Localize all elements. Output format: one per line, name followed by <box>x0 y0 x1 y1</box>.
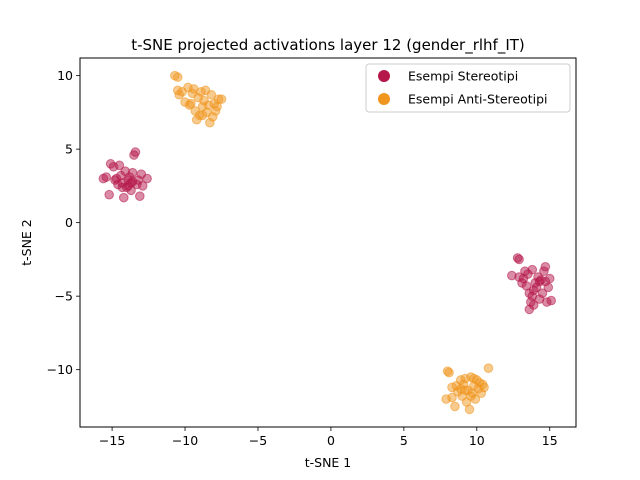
scatter-point-series-1-44 <box>464 404 475 415</box>
scatter-point-series-0-24 <box>98 173 109 184</box>
x-tick-label: 0 <box>327 433 335 448</box>
scatter-point-series-0-49 <box>537 288 548 299</box>
scatter-point-series-1-34 <box>447 392 457 403</box>
scatter-point-series-1-1 <box>172 72 183 82</box>
scatter-point-series-0-28 <box>117 182 128 193</box>
x-tick-label: 5 <box>400 433 408 448</box>
legend: Esempi Stereotipi Esempi Anti-Stereotipi <box>365 63 571 113</box>
x-tick-label: 15 <box>542 433 558 448</box>
legend-marker-anti-stereotipi <box>378 93 390 105</box>
scatter-point-series-1-28 <box>186 98 196 109</box>
scatter-point-series-1-57 <box>469 373 479 384</box>
scatter-point-series-0-32 <box>514 254 524 265</box>
scatter-point-series-1-55 <box>483 363 494 374</box>
x-tick-label: −15 <box>99 433 125 448</box>
y-tick-label: −10 <box>47 362 73 377</box>
scatter-point-series-1-54 <box>479 382 489 393</box>
scatter-point-series-0-58 <box>518 273 529 284</box>
scatter-point-series-0-9 <box>118 192 129 203</box>
scatter-point-series-0-42 <box>527 264 538 275</box>
x-tick-label: −5 <box>249 433 267 448</box>
scatter-point-series-0-6 <box>114 160 125 171</box>
scatter-point-series-0-29 <box>126 178 136 188</box>
y-axis-label: t-SNE 2 <box>19 219 34 266</box>
y-tick-label: 0 <box>65 215 73 230</box>
scatter-point-series-0-53 <box>543 282 554 293</box>
legend-box <box>365 63 571 113</box>
scatter-point-series-0-17 <box>130 147 141 157</box>
plot-frame <box>79 57 577 428</box>
x-tick-label: −10 <box>172 433 198 448</box>
scatter-point-series-0-59 <box>534 276 545 287</box>
scatter-point-series-0-27 <box>127 167 138 178</box>
scatter-point-series-1-27 <box>216 94 227 104</box>
x-axis-label: t-SNE 1 <box>305 455 352 470</box>
scatter-point-series-0-23 <box>142 173 152 184</box>
x-tick-label: 10 <box>469 433 485 448</box>
legend-label-anti-stereotipi: Esempi Anti-Stereotipi <box>408 92 548 107</box>
scatter-point-series-1-59 <box>466 391 476 401</box>
scatter-point-series-1-29 <box>197 110 208 121</box>
scatter-point-series-0-20 <box>135 191 145 201</box>
y-axis: −10 −5 0 5 10 <box>47 68 80 377</box>
points-layer <box>98 70 557 415</box>
scatter-point-series-0-56 <box>540 261 551 272</box>
scatter-point-series-0-22 <box>137 181 148 191</box>
scatter-point-series-0-55 <box>546 295 557 306</box>
legend-label-stereotipi: Esempi Stereotipi <box>408 69 518 84</box>
scatter-point-series-0-25 <box>111 173 122 184</box>
y-tick-label: −5 <box>55 289 73 304</box>
y-tick-label: 5 <box>65 142 73 157</box>
legend-marker-stereotipi <box>378 70 390 82</box>
scatter-point-series-1-21 <box>206 89 217 100</box>
scatter-point-series-0-54 <box>544 273 555 284</box>
scatter-point-series-1-58 <box>455 383 466 394</box>
scatter-point-series-1-32 <box>444 367 454 378</box>
scatter-point-series-0-1 <box>104 189 114 200</box>
scatter-point-series-0-57 <box>528 300 539 310</box>
scatter-point-series-1-35 <box>450 401 460 412</box>
y-tick-label: 10 <box>57 68 73 83</box>
x-axis: −15 −10 −5 0 5 10 15 <box>99 427 558 448</box>
chart-title: t-SNE projected activations layer 12 (ge… <box>131 36 525 55</box>
